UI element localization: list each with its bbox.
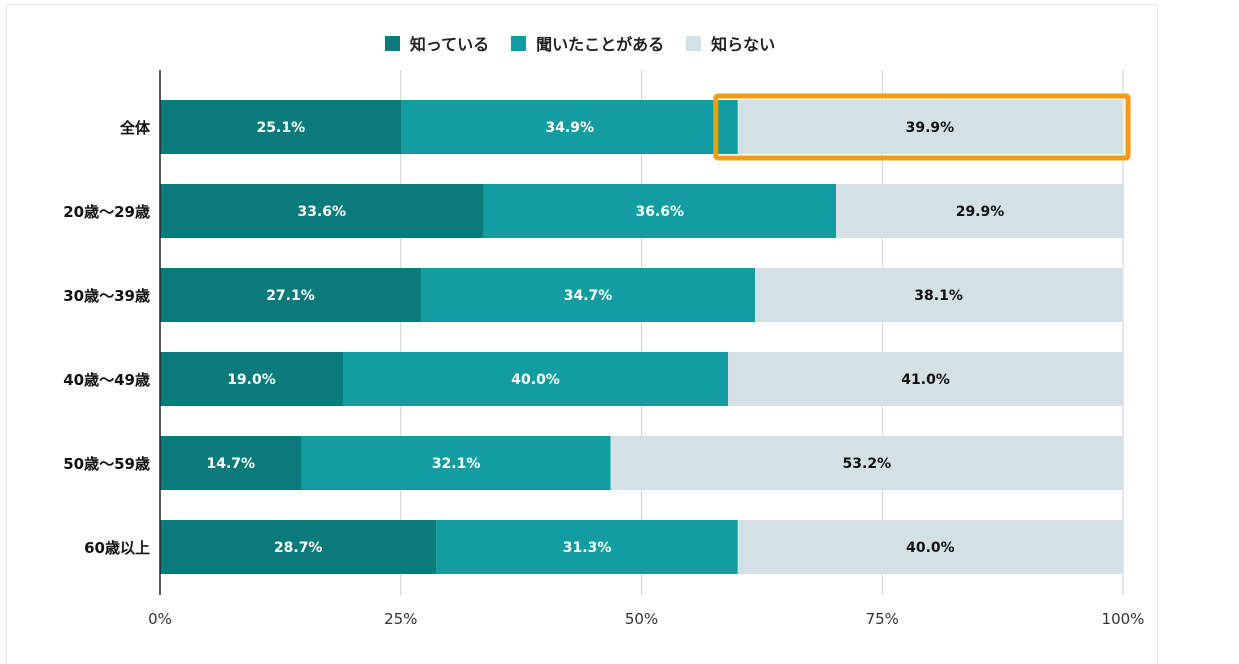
bar-4-0 [160,436,302,490]
data-label-0-1: 34.9% [545,120,594,136]
bar-4-2 [610,436,1123,490]
chart-frame [6,4,1158,664]
data-label-4-0: 14.7% [206,456,255,472]
legend: 知っている 聞いたことがある 知らない [0,31,1160,55]
legend-swatch-knows [384,35,400,51]
bar-4-1 [301,436,611,490]
data-label-2-1: 34.7% [564,288,613,304]
bar-2-2 [755,268,1123,322]
highlight-box [713,93,1131,161]
bar-1-0 [160,184,484,238]
bar-0-0 [160,100,402,154]
category-label-5: 60歳以上 [84,539,150,557]
legend-swatch-unknown [686,35,702,51]
data-label-5-2: 40.0% [906,540,955,556]
data-label-3-1: 40.0% [511,372,560,388]
legend-swatch-heard [511,35,527,51]
data-label-1-0: 33.6% [297,204,346,220]
bar-3-2 [728,352,1123,406]
bar-5-2 [737,520,1123,574]
data-label-5-1: 31.3% [563,540,612,556]
data-label-4-1: 32.1% [432,456,481,472]
data-label-1-1: 36.6% [636,204,685,220]
category-label-4: 50歳〜59歳 [63,455,150,473]
x-tick-label-2: 50% [625,610,658,628]
legend-item-heard: 聞いたことがある [511,31,664,55]
category-label-3: 40歳〜49歳 [63,371,150,389]
bar-3-0 [160,352,343,406]
legend-label-heard: 聞いたことがある [536,35,665,54]
x-tick-label-4: 100% [1102,610,1145,628]
bar-2-0 [160,268,421,322]
x-tick-label-0: 0% [148,610,172,628]
bar-3-1 [342,352,729,406]
data-label-3-0: 19.0% [227,372,276,388]
legend-label-unknown: 知らない [711,35,776,54]
data-label-2-0: 27.1% [266,288,315,304]
bar-5-1 [436,520,738,574]
bar-2-1 [420,268,756,322]
bar-1-1 [483,184,837,238]
bar-1-2 [836,184,1124,238]
category-label-2: 30歳〜39歳 [63,287,150,305]
x-tick-label-1: 25% [384,610,417,628]
data-label-4-2: 53.2% [843,456,892,472]
data-label-5-0: 28.7% [274,540,323,556]
legend-item-unknown: 知らない [686,31,775,55]
bar-0-2 [737,100,1123,154]
data-label-2-2: 38.1% [914,288,963,304]
data-label-0-2: 39.9% [906,120,955,136]
data-label-0-0: 25.1% [257,120,306,136]
data-label-3-2: 41.0% [901,372,950,388]
data-label-1-2: 29.9% [956,204,1005,220]
legend-item-knows: 知っている [384,31,490,55]
bar-5-0 [160,520,437,574]
x-tick-label-3: 75% [866,610,899,628]
category-label-0: 全体 [119,119,151,137]
bar-0-1 [401,100,738,154]
legend-label-knows: 知っている [409,35,490,54]
category-label-1: 20歳〜29歳 [63,203,150,221]
